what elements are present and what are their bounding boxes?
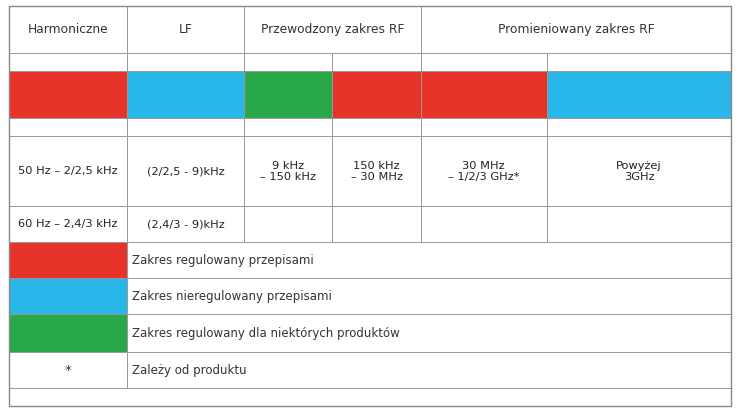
- Text: LF: LF: [178, 23, 192, 36]
- Text: 9 kHz
– 150 kHz: 9 kHz – 150 kHz: [260, 161, 317, 182]
- Text: Powyżej
3GHz: Powyżej 3GHz: [616, 161, 662, 182]
- Text: *: *: [64, 364, 71, 377]
- Text: Zakres regulowany dla niektórych produktów: Zakres regulowany dla niektórych produkt…: [132, 327, 400, 340]
- Text: Zakres nieregulowany przepisami: Zakres nieregulowany przepisami: [132, 290, 332, 303]
- Text: 30 MHz
– 1/2/3 GHz*: 30 MHz – 1/2/3 GHz*: [448, 161, 519, 182]
- Text: 60 Hz – 2,4/3 kHz: 60 Hz – 2,4/3 kHz: [18, 219, 118, 229]
- Text: (2,4/3 - 9)kHz: (2,4/3 - 9)kHz: [147, 219, 224, 229]
- Text: Przewodzony zakres RF: Przewodzony zakres RF: [260, 23, 404, 36]
- Text: Promieniowany zakres RF: Promieniowany zakres RF: [497, 23, 654, 36]
- Text: Harmoniczne: Harmoniczne: [27, 23, 108, 36]
- Text: 50 Hz – 2/2,5 kHz: 50 Hz – 2/2,5 kHz: [18, 166, 118, 176]
- Text: 150 kHz
– 30 MHz: 150 kHz – 30 MHz: [351, 161, 403, 182]
- Text: Zależy od produktu: Zależy od produktu: [132, 364, 247, 377]
- Text: (2/2,5 - 9)kHz: (2/2,5 - 9)kHz: [147, 166, 224, 176]
- Text: Zakres regulowany przepisami: Zakres regulowany przepisami: [132, 254, 314, 267]
